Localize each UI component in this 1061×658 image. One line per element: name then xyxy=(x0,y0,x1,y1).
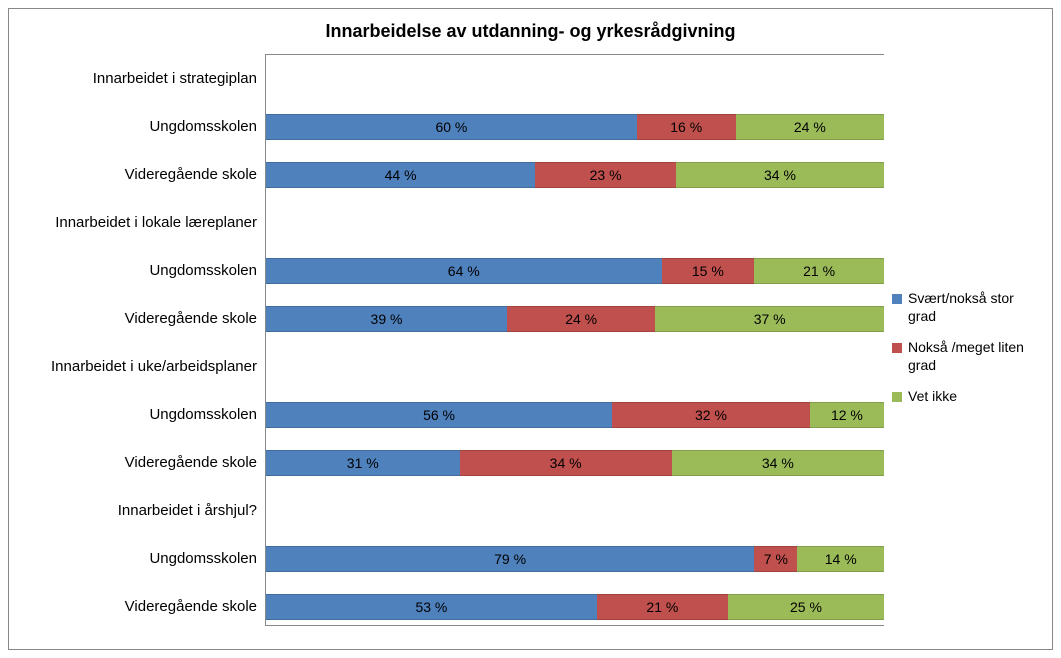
chart-title: Innarbeidelse av utdanning- og yrkesrådg… xyxy=(9,9,1052,50)
plot-area: 60 %16 %24 %44 %23 %34 %64 %15 %21 %39 %… xyxy=(265,54,884,626)
bar-segment: 21 % xyxy=(597,594,728,620)
bar-segment: 7 % xyxy=(754,546,797,572)
bar-segment: 24 % xyxy=(507,306,655,332)
category-label: Ungdomsskolen xyxy=(9,390,265,438)
bar-segment: 25 % xyxy=(728,594,884,620)
legend-item: Svært/nokså stor grad xyxy=(892,290,1040,325)
category-label: Videregående skole xyxy=(9,150,265,198)
bar-segment: 34 % xyxy=(672,450,884,476)
bar-track: 44 %23 %34 % xyxy=(266,162,884,188)
bar-track: 64 %15 %21 % xyxy=(266,258,884,284)
bar-segment: 44 % xyxy=(266,162,535,188)
bar-segment: 34 % xyxy=(460,450,672,476)
legend-item: Nokså /meget liten grad xyxy=(892,339,1040,374)
bar-row: 64 %15 %21 % xyxy=(266,247,884,295)
bar-row xyxy=(266,55,884,103)
bar-track: 79 %7 %14 % xyxy=(266,546,884,572)
legend-item: Vet ikke xyxy=(892,388,1040,406)
bar-row: 31 %34 %34 % xyxy=(266,439,884,487)
bar-segment: 39 % xyxy=(266,306,507,332)
category-label: Videregående skole xyxy=(9,438,265,486)
bar-row: 39 %24 %37 % xyxy=(266,295,884,343)
y-axis-labels: Innarbeidet i strategiplanUngdomsskolenV… xyxy=(9,50,265,646)
bar-track: 60 %16 %24 % xyxy=(266,114,884,140)
category-label: Ungdomsskolen xyxy=(9,102,265,150)
bars: 60 %16 %24 %44 %23 %34 %64 %15 %21 %39 %… xyxy=(266,55,884,625)
category-label: Videregående skole xyxy=(9,582,265,630)
category-label: Videregående skole xyxy=(9,294,265,342)
legend-label: Nokså /meget liten grad xyxy=(908,339,1040,374)
bar-row: 44 %23 %34 % xyxy=(266,151,884,199)
bar-segment: 34 % xyxy=(676,162,884,188)
bar-segment: 60 % xyxy=(266,114,637,140)
legend-label: Svært/nokså stor grad xyxy=(908,290,1040,325)
bar-segment: 15 % xyxy=(662,258,755,284)
bar-segment: 56 % xyxy=(266,402,612,428)
bar-segment: 53 % xyxy=(266,594,597,620)
bar-segment: 16 % xyxy=(637,114,736,140)
bar-segment: 79 % xyxy=(266,546,754,572)
bar-row: 53 %21 %25 % xyxy=(266,583,884,631)
category-header-label: Innarbeidet i lokale læreplaner xyxy=(9,198,265,246)
category-header-label: Innarbeidet i uke/arbeidsplaner xyxy=(9,342,265,390)
bar-track: 39 %24 %37 % xyxy=(266,306,884,332)
chart-container: Innarbeidelse av utdanning- og yrkesrådg… xyxy=(8,8,1053,650)
bar-segment: 21 % xyxy=(754,258,884,284)
bar-segment: 64 % xyxy=(266,258,662,284)
legend-swatch xyxy=(892,392,902,402)
bar-segment: 14 % xyxy=(797,546,884,572)
bar-segment: 24 % xyxy=(736,114,884,140)
chart-body: Innarbeidet i strategiplanUngdomsskolenV… xyxy=(9,50,1052,646)
bar-row: 60 %16 %24 % xyxy=(266,103,884,151)
bar-row: 56 %32 %12 % xyxy=(266,391,884,439)
bar-row xyxy=(266,199,884,247)
legend-swatch xyxy=(892,294,902,304)
legend: Svært/nokså stor grad Nokså /meget liten … xyxy=(892,50,1052,646)
bar-row xyxy=(266,487,884,535)
bar-segment: 37 % xyxy=(655,306,884,332)
legend-swatch xyxy=(892,343,902,353)
category-header-label: Innarbeidet i årshjul? xyxy=(9,486,265,534)
category-header-label: Innarbeidet i strategiplan xyxy=(9,54,265,102)
bar-segment: 23 % xyxy=(535,162,676,188)
bar-row: 79 %7 %14 % xyxy=(266,535,884,583)
bar-segment: 32 % xyxy=(612,402,810,428)
bar-track: 31 %34 %34 % xyxy=(266,450,884,476)
category-label: Ungdomsskolen xyxy=(9,246,265,294)
legend-label: Vet ikke xyxy=(908,388,957,406)
bar-row xyxy=(266,343,884,391)
bar-segment: 12 % xyxy=(810,402,884,428)
category-label: Ungdomsskolen xyxy=(9,534,265,582)
bar-track: 56 %32 %12 % xyxy=(266,402,884,428)
bar-segment: 31 % xyxy=(266,450,460,476)
bar-track: 53 %21 %25 % xyxy=(266,594,884,620)
